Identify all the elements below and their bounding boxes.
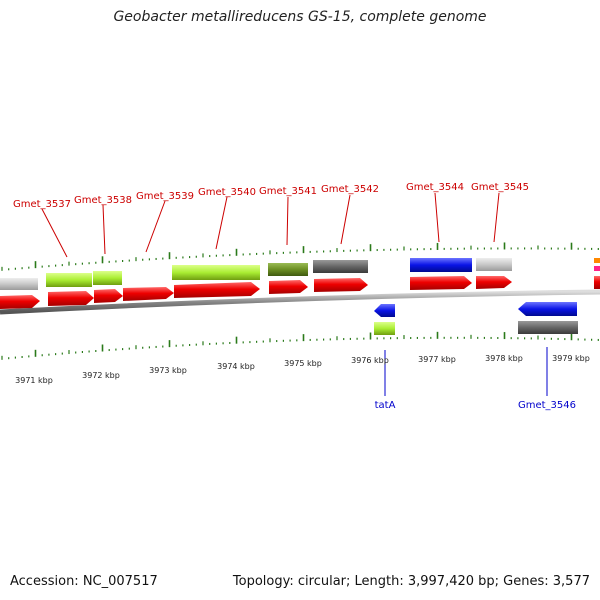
feature-bar	[410, 258, 472, 272]
feature-bar	[476, 258, 512, 271]
gene-label-reverse: tatA	[375, 400, 396, 411]
cds-arrow	[174, 282, 260, 298]
backbone-track	[0, 289, 600, 315]
cds-arrow-reverse	[518, 302, 577, 316]
feature-bar	[46, 273, 92, 287]
feature-bar	[594, 258, 600, 263]
cds-arrow	[410, 276, 472, 290]
cds-arrow	[269, 280, 308, 294]
ruler-label: 3979 kbp	[552, 354, 590, 363]
map-title: Geobacter metallireducens GS-15, complet…	[113, 9, 487, 25]
feature-bar	[594, 266, 600, 271]
cds-arrow	[94, 289, 123, 303]
cds-arrow	[0, 295, 40, 309]
gene-label: Gmet_3540	[198, 187, 256, 198]
gene-leader-lines	[41, 192, 500, 258]
feature-bar	[268, 263, 308, 276]
ruler-label: 3974 kbp	[217, 362, 255, 371]
inner-tick-row	[1, 331, 599, 360]
feature-bar	[0, 278, 38, 290]
gene-label: Gmet_3545	[471, 182, 529, 193]
cds-arrow	[48, 291, 94, 306]
cds-arrow-reverse	[374, 304, 395, 317]
ruler-label: 3976 kbp	[351, 356, 389, 365]
gene-label: Gmet_3539	[136, 191, 194, 202]
genome-stats-text: Topology: circular; Length: 3,997,420 bp…	[232, 574, 590, 589]
ruler-labels: 3971 kbp 3972 kbp 3973 kbp 3974 kbp 3975…	[15, 354, 590, 385]
feature-bar	[313, 260, 368, 273]
gene-label: Gmet_3537	[13, 199, 71, 210]
feature-bars-upper	[0, 258, 600, 290]
cds-arrow	[123, 287, 174, 301]
reverse-cds-row	[374, 302, 577, 317]
cds-arrow	[476, 276, 512, 289]
accession-text: Accession: NC_007517	[10, 574, 158, 589]
feature-bar	[518, 321, 578, 334]
outer-tick-row	[1, 242, 599, 271]
ruler-label: 3975 kbp	[284, 359, 322, 368]
gene-label: Gmet_3542	[321, 184, 379, 195]
feature-bars-lower	[374, 321, 578, 335]
gene-label: Gmet_3538	[74, 195, 132, 206]
gene-label: Gmet_3541	[259, 186, 317, 197]
feature-bar	[374, 322, 395, 335]
feature-bar	[172, 265, 260, 280]
cds-arrow	[594, 276, 600, 289]
gene-labels: Gmet_3537 Gmet_3538 Gmet_3539 Gmet_3540 …	[13, 182, 529, 210]
gene-label-reverse: Gmet_3546	[518, 400, 576, 411]
reverse-gene-labels: tatA Gmet_3546	[375, 400, 576, 411]
feature-bar	[93, 271, 122, 285]
ruler-label: 3978 kbp	[485, 354, 523, 363]
gene-label: Gmet_3544	[406, 182, 464, 193]
ruler-label: 3973 kbp	[149, 366, 187, 375]
reverse-leader-lines	[384, 347, 548, 396]
ruler-label: 3972 kbp	[82, 371, 120, 380]
ruler-label: 3971 kbp	[15, 376, 53, 385]
forward-cds-row	[0, 276, 600, 309]
ruler-label: 3977 kbp	[418, 355, 456, 364]
cds-arrow	[314, 278, 368, 292]
